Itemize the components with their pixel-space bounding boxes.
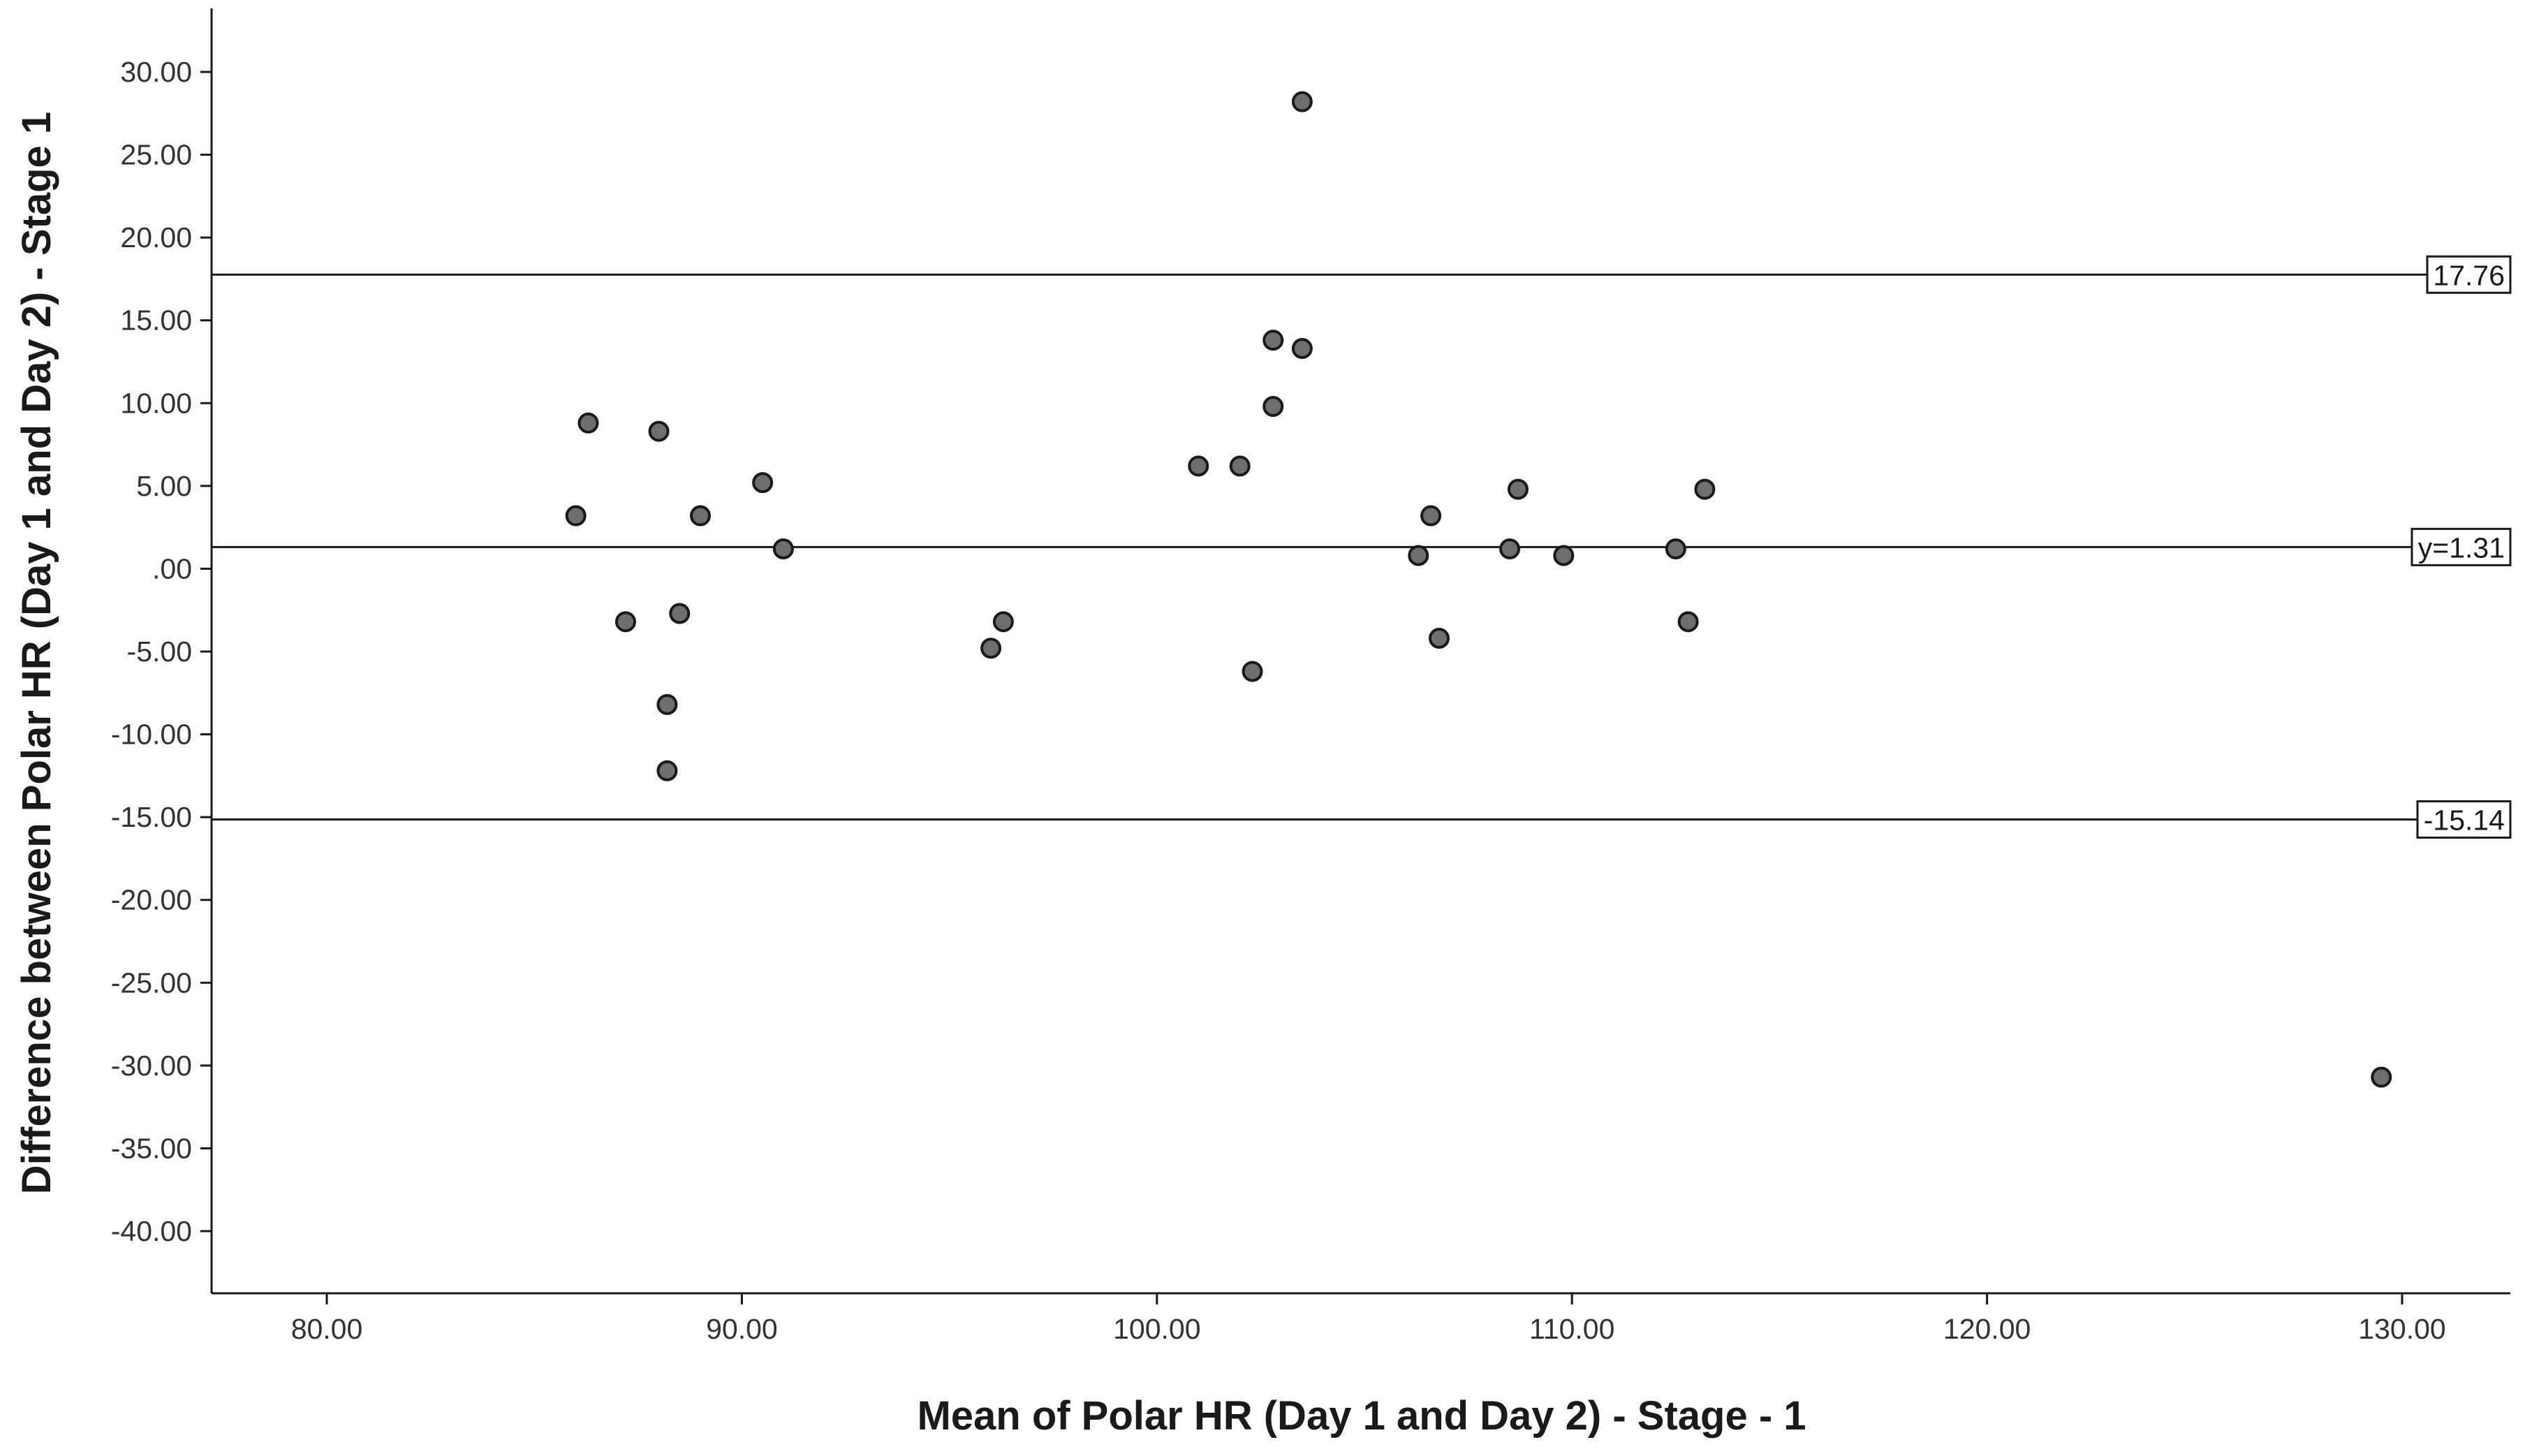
y-tick-label: 25.00 (120, 139, 192, 171)
x-tick-label: 100.00 (1113, 1313, 1200, 1345)
y-tick-label: -40.00 (111, 1215, 192, 1247)
y-tick-label: -20.00 (111, 884, 192, 916)
data-point (648, 420, 670, 442)
reference-line-label-box (2426, 255, 2512, 294)
data-point (1291, 338, 1313, 360)
data-point (656, 760, 678, 781)
data-point (1694, 478, 1716, 500)
data-point (577, 412, 599, 434)
data-point (669, 603, 691, 624)
data-point (980, 638, 1002, 659)
reference-line-label: 17.76 (2433, 259, 2505, 291)
x-tick-label: 80.00 (291, 1313, 363, 1345)
data-point (689, 505, 711, 527)
data-point (1499, 538, 1521, 559)
y-tick-label: -10.00 (111, 719, 192, 751)
y-tick-label: 15.00 (120, 304, 192, 337)
data-point (1229, 455, 1251, 477)
y-tick-label: -35.00 (111, 1132, 192, 1164)
y-axis-ticks: 30.00 25.00 20.00 15.00 10.00 5.00 .00 -5.00 -10… (111, 56, 212, 1247)
y-tick-label: 20.00 (120, 221, 192, 253)
data-point (1188, 455, 1209, 477)
data-point (1428, 628, 1450, 649)
x-axis-ticks: 80.00 90.00 100.00 110.00 120.00 130.00 (291, 1293, 2446, 1345)
data-points (565, 91, 2392, 1088)
reference-line-label: -15.14 (2424, 804, 2505, 836)
data-point (1677, 611, 1699, 633)
data-point (1242, 661, 1263, 682)
y-tick-label: 10.00 (120, 387, 192, 419)
x-tick-label: 110.00 (1529, 1313, 1614, 1345)
data-point (2371, 1066, 2392, 1088)
x-tick-label: 120.00 (1943, 1313, 2031, 1345)
x-tick-label: 90.00 (706, 1313, 778, 1345)
data-point (565, 505, 587, 527)
data-point (656, 693, 678, 715)
y-tick-label: 30.00 (120, 56, 192, 88)
reference-line-label: y=1.31 (2418, 531, 2505, 564)
data-point (752, 472, 774, 494)
data-point (1408, 545, 1429, 566)
y-tick-label: -15.00 (111, 801, 192, 833)
data-point (1507, 478, 1529, 500)
plot-area (210, 8, 2510, 1295)
y-tick-label: -5.00 (127, 635, 192, 668)
reference-line-label-box (2416, 800, 2512, 839)
data-point (1262, 330, 1284, 351)
y-tick-label: 5.00 (136, 470, 192, 502)
data-point (992, 611, 1014, 633)
data-point (772, 538, 794, 559)
reference-line-label-box (2410, 527, 2512, 566)
y-tick-label: -25.00 (111, 966, 192, 999)
x-axis-title: Mean of Polar HR (Day 1 and Day 2) - Sta… (917, 1393, 1806, 1439)
data-point (1665, 538, 1686, 559)
y-tick-label: .00 (152, 552, 192, 584)
data-point (1420, 505, 1442, 527)
y-axis-title: Difference between Polar HR (Day 1 and D… (14, 112, 59, 1194)
data-point (1553, 545, 1575, 566)
data-point (614, 611, 636, 633)
data-point (1262, 396, 1284, 418)
x-tick-label: 130.00 (2358, 1313, 2445, 1345)
reference-lines: 17.76 y=1.31 -15.14 (212, 255, 2512, 839)
data-point (1291, 91, 1313, 112)
y-tick-label: -30.00 (111, 1050, 192, 1082)
